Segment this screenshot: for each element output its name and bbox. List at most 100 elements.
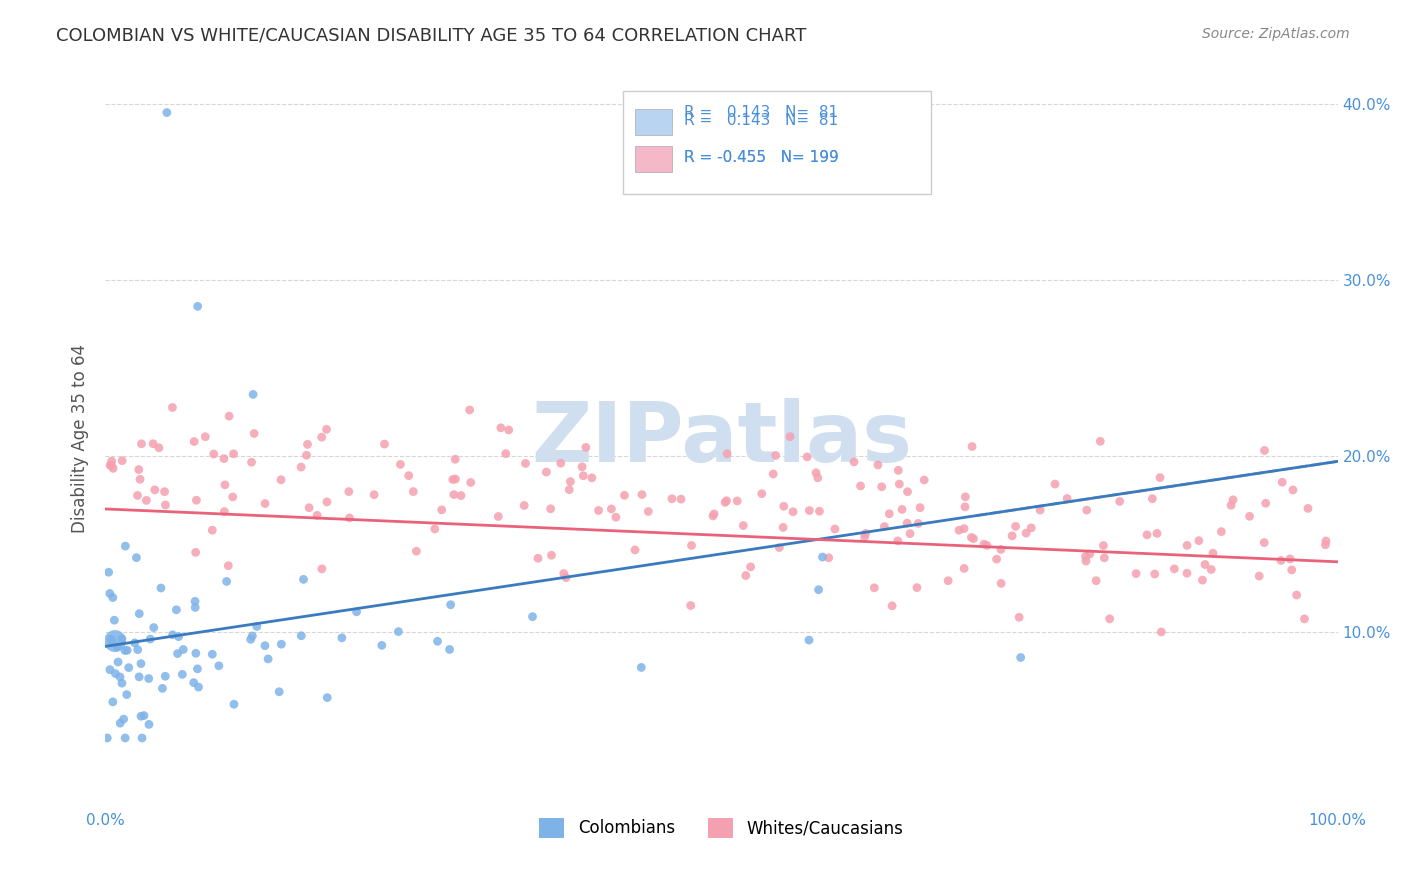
Point [1222, 492, 1244, 507]
Point [898, 526, 921, 541]
Point [184, 600, 207, 615]
Point [254, 497, 277, 511]
Point [1074, 549, 1097, 564]
Point [426, 634, 449, 648]
Point [1001, 529, 1024, 543]
Point [495, 447, 517, 461]
Point [1029, 503, 1052, 517]
Y-axis label: Disability Age 35 to 64: Disability Age 35 to 64 [72, 344, 89, 533]
Point [132, 708, 155, 723]
Point [1315, 538, 1337, 552]
FancyBboxPatch shape [623, 91, 931, 194]
Point [1188, 533, 1211, 548]
Point [201, 523, 224, 537]
Point [669, 492, 692, 507]
Point [716, 493, 738, 508]
FancyBboxPatch shape [636, 105, 672, 135]
Point [208, 658, 231, 673]
Point [315, 422, 337, 436]
Point [1008, 610, 1031, 624]
Point [1249, 569, 1271, 583]
Point [605, 510, 627, 524]
Point [101, 695, 124, 709]
Point [808, 504, 831, 518]
Point [896, 484, 918, 499]
Point [572, 468, 595, 483]
Point [912, 473, 935, 487]
Point [405, 544, 427, 558]
Point [796, 450, 818, 464]
Point [866, 458, 889, 472]
Point [1315, 533, 1337, 548]
Point [316, 690, 339, 705]
Point [1085, 574, 1108, 588]
Point [257, 652, 280, 666]
Point [100, 632, 122, 647]
Point [439, 642, 461, 657]
Point [148, 441, 170, 455]
Point [298, 500, 321, 515]
Point [765, 449, 787, 463]
Point [155, 669, 177, 683]
Point [389, 458, 412, 472]
Point [540, 501, 562, 516]
Point [550, 456, 572, 470]
Point [114, 731, 136, 745]
Point [782, 505, 804, 519]
Point [100, 454, 122, 468]
Point [97, 566, 120, 580]
Point [155, 498, 177, 512]
Point [444, 472, 467, 486]
Point [1004, 519, 1026, 533]
Point [131, 731, 153, 745]
Point [1074, 554, 1097, 568]
Point [183, 675, 205, 690]
Point [960, 530, 983, 544]
Point [186, 662, 208, 676]
Point [536, 465, 558, 479]
Point [100, 458, 122, 473]
Point [1150, 624, 1173, 639]
Point [450, 489, 472, 503]
Point [1278, 552, 1301, 566]
Point [489, 421, 512, 435]
Point [1056, 491, 1078, 506]
Point [1043, 477, 1066, 491]
Point [297, 437, 319, 451]
Point [661, 491, 683, 506]
Point [1270, 553, 1292, 567]
FancyBboxPatch shape [636, 109, 672, 135]
Point [515, 457, 537, 471]
Point [811, 550, 834, 565]
Point [1019, 521, 1042, 535]
Point [799, 503, 821, 517]
Point [807, 582, 830, 597]
Point [1078, 547, 1101, 561]
Point [184, 545, 207, 559]
Point [1191, 573, 1213, 587]
Point [887, 533, 910, 548]
Point [553, 566, 575, 581]
Point [184, 594, 207, 608]
Point [98, 458, 121, 473]
Point [1090, 434, 1112, 449]
Point [960, 440, 983, 454]
Point [458, 403, 481, 417]
Point [849, 479, 872, 493]
Point [1092, 550, 1115, 565]
Point [346, 605, 368, 619]
Point [165, 603, 187, 617]
Point [1125, 566, 1147, 581]
Point [1285, 588, 1308, 602]
Point [631, 487, 654, 501]
Point [104, 634, 127, 648]
Point [714, 495, 737, 509]
Point [842, 455, 865, 469]
Point [976, 538, 998, 552]
Point [337, 484, 360, 499]
Point [105, 640, 128, 654]
Point [118, 660, 141, 674]
Point [1253, 443, 1275, 458]
Point [1163, 562, 1185, 576]
Point [166, 647, 188, 661]
